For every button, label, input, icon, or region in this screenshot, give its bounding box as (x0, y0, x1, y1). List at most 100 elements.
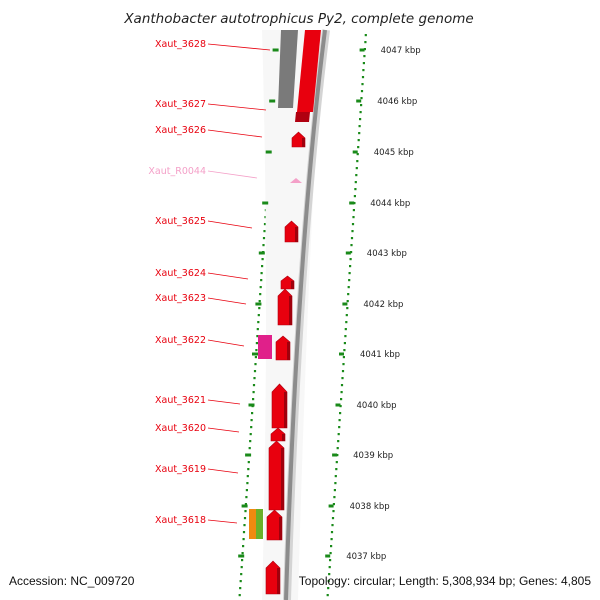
tick-dot (364, 41, 367, 44)
gene-label: Xaut_3626 (155, 125, 206, 136)
feature-block (295, 112, 310, 122)
gene-label: Xaut_3622 (155, 335, 206, 346)
kbp-tick-mark (252, 352, 258, 356)
feature-orange (249, 509, 256, 539)
tick-dot (243, 524, 246, 527)
gene-arrow-shade (302, 138, 305, 147)
tick-dot (244, 510, 247, 513)
gene-arrow-shade (284, 392, 287, 428)
kbp-tick-mark (269, 99, 276, 103)
kbp-tick-label: 4045 kbp (374, 148, 414, 158)
tick-dot (247, 468, 250, 471)
tick-dot (241, 552, 244, 555)
tick-dot (240, 573, 243, 576)
kbp-tick-label: 4043 kbp (367, 249, 407, 259)
kbp-tick-mark (359, 48, 365, 52)
gene-label: Xaut_3625 (155, 216, 206, 227)
tick-dot (333, 496, 336, 499)
tick-dot (346, 300, 349, 303)
tick-dot (363, 48, 366, 51)
tick-dot (249, 440, 252, 443)
gene-arrow-shade (291, 281, 294, 289)
tick-dot (338, 419, 341, 422)
tick-dot (249, 433, 252, 436)
gene-label: Xaut_3628 (155, 39, 206, 50)
tick-dot (357, 139, 360, 142)
gene-arrow-shade (289, 296, 292, 325)
tick-dot (334, 475, 337, 478)
kbp-tick-mark (272, 48, 279, 52)
kbp-tick-mark (342, 302, 348, 306)
tick-dot (264, 216, 267, 219)
feature-block (297, 30, 321, 112)
tick-dot (363, 55, 366, 58)
tick-dot (334, 482, 337, 485)
feature-gray-block (278, 30, 298, 108)
tick-dot (337, 433, 340, 436)
tick-dot (332, 503, 335, 506)
kbp-tick-mark (262, 201, 269, 205)
tick-dot (259, 293, 262, 296)
tick-dot (360, 104, 363, 107)
tick-dot (329, 552, 332, 555)
tick-dot (250, 426, 253, 429)
feature-green (256, 509, 263, 539)
tick-dot (342, 363, 345, 366)
kbp-scale: 4047 kbp 4046 kbp 4045 kbp 4044 kbp 4043 kbp… (238, 46, 421, 562)
kbp-tick-mark (349, 201, 355, 205)
tick-dot (347, 293, 350, 296)
kbp-tick-mark (335, 403, 341, 407)
tick-dot (347, 286, 350, 289)
tick-dot (343, 349, 346, 352)
tick-dot (331, 517, 335, 520)
tick-dot (251, 412, 254, 415)
tick-dot (360, 97, 363, 100)
tick-dot (245, 496, 248, 499)
tick-dot (253, 370, 257, 373)
gene-label: Xaut_3620 (155, 423, 206, 434)
tick-dot (330, 538, 333, 541)
topology-summary: Topology: circular; Length: 5,308,934 bp… (298, 574, 591, 588)
kbp-tick-label: 4046 kbp (377, 97, 417, 107)
gene-leader-line (207, 170, 258, 179)
tick-dot (240, 566, 243, 569)
tick-dot (362, 69, 365, 72)
gene-leader-line (207, 468, 239, 474)
tick-dot (246, 482, 249, 485)
kbp-tick-label: 4047 kbp (381, 46, 421, 56)
tick-dot (241, 559, 244, 562)
kbp-tick-label: 4040 kbp (357, 401, 397, 411)
kbp-tick-mark (241, 504, 248, 508)
tick-dot (351, 230, 354, 233)
tick-dot (342, 356, 345, 359)
tick-dot (256, 328, 259, 331)
gene-arrow-shade (295, 227, 298, 242)
tick-dot (328, 566, 331, 569)
kbp-tick-mark (325, 554, 331, 558)
gene-arrow-shade (279, 517, 282, 540)
tick-dot (242, 538, 245, 541)
tick-dot (262, 237, 266, 240)
tick-dot (343, 342, 346, 345)
tick-dot (350, 251, 353, 254)
tick-dot (330, 545, 333, 548)
map-title: Xanthobacter autotrophicus Py2, complete… (123, 11, 473, 27)
gene-arrow-shade (281, 448, 284, 510)
tick-dot (341, 377, 344, 380)
tick-dot (349, 258, 352, 261)
tick-dot (358, 125, 361, 128)
kbp-tick-label: 4044 kbp (370, 199, 410, 209)
tick-dot (345, 314, 348, 317)
tick-dot (260, 272, 263, 275)
tick-dot (257, 321, 260, 324)
tick-dot (361, 76, 365, 79)
kbp-tick-mark (265, 150, 272, 154)
tick-dot (254, 356, 257, 359)
kbp-tick-mark (248, 403, 255, 407)
kbp-tick-label: 4041 kbp (360, 350, 400, 360)
gene-leader-line (207, 519, 238, 524)
tick-dot (344, 328, 347, 331)
tick-dot (359, 118, 362, 121)
gene-label: Xaut_3621 (155, 395, 206, 406)
tick-dot (242, 531, 246, 534)
